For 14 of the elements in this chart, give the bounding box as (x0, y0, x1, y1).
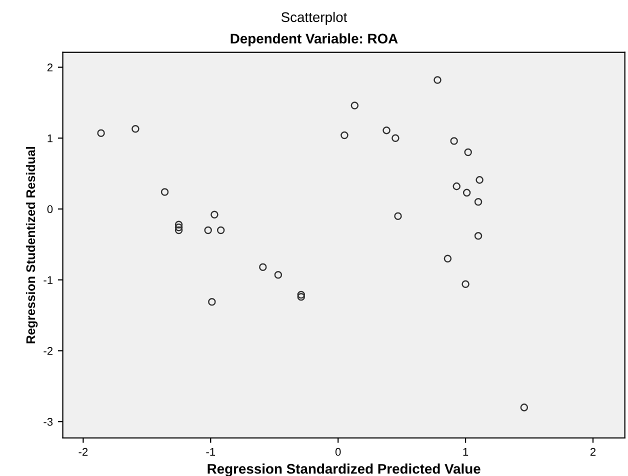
x-tick-label: -1 (206, 448, 216, 456)
x-tick-label: 1 (463, 448, 468, 456)
chart-title: Scatterplot (281, 12, 348, 25)
y-tick-label: 0 (47, 205, 53, 214)
y-tick-label: -3 (44, 418, 53, 426)
x-tick-label: 2 (590, 448, 596, 456)
x-tick-label: -2 (78, 448, 88, 456)
y-tick-label: 1 (48, 134, 53, 142)
y-tick-label: -2 (44, 347, 53, 355)
y-tick-label: 2 (47, 64, 53, 72)
chart-subtitle: Dependent Variable: ROA (230, 33, 398, 46)
y-axis-title: Regression Studentized Residual (26, 147, 38, 344)
y-tick-label: -1 (44, 276, 53, 284)
x-tick-label: 0 (335, 448, 341, 456)
